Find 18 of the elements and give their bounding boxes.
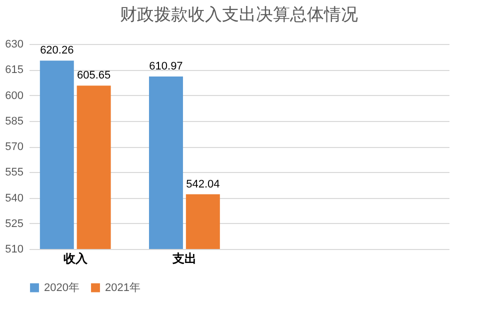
legend-label: 2020年 (44, 282, 80, 294)
legend-label: 2021年 (105, 282, 140, 294)
x-tick-label: 收入 (63, 252, 88, 266)
y-tick-label: 540 (5, 192, 24, 204)
y-tick-label: 600 (5, 90, 24, 102)
chart-title: 财政拨款收入支出决算总体情况 (120, 5, 358, 24)
data-label: 542.04 (186, 178, 220, 190)
y-tick-label: 630 (5, 38, 24, 50)
y-tick-label: 570 (5, 141, 24, 153)
data-label: 620.26 (40, 44, 74, 57)
y-tick-label: 555 (5, 166, 24, 179)
y-tick-label: 510 (5, 244, 24, 256)
y-tick-label: 525 (5, 218, 24, 230)
x-tick-label: 支出 (171, 252, 196, 266)
data-label: 610.97 (149, 60, 183, 73)
data-label: 605.65 (77, 70, 111, 82)
y-tick-label: 615 (5, 64, 24, 76)
y-tick-label: 585 (5, 115, 24, 128)
